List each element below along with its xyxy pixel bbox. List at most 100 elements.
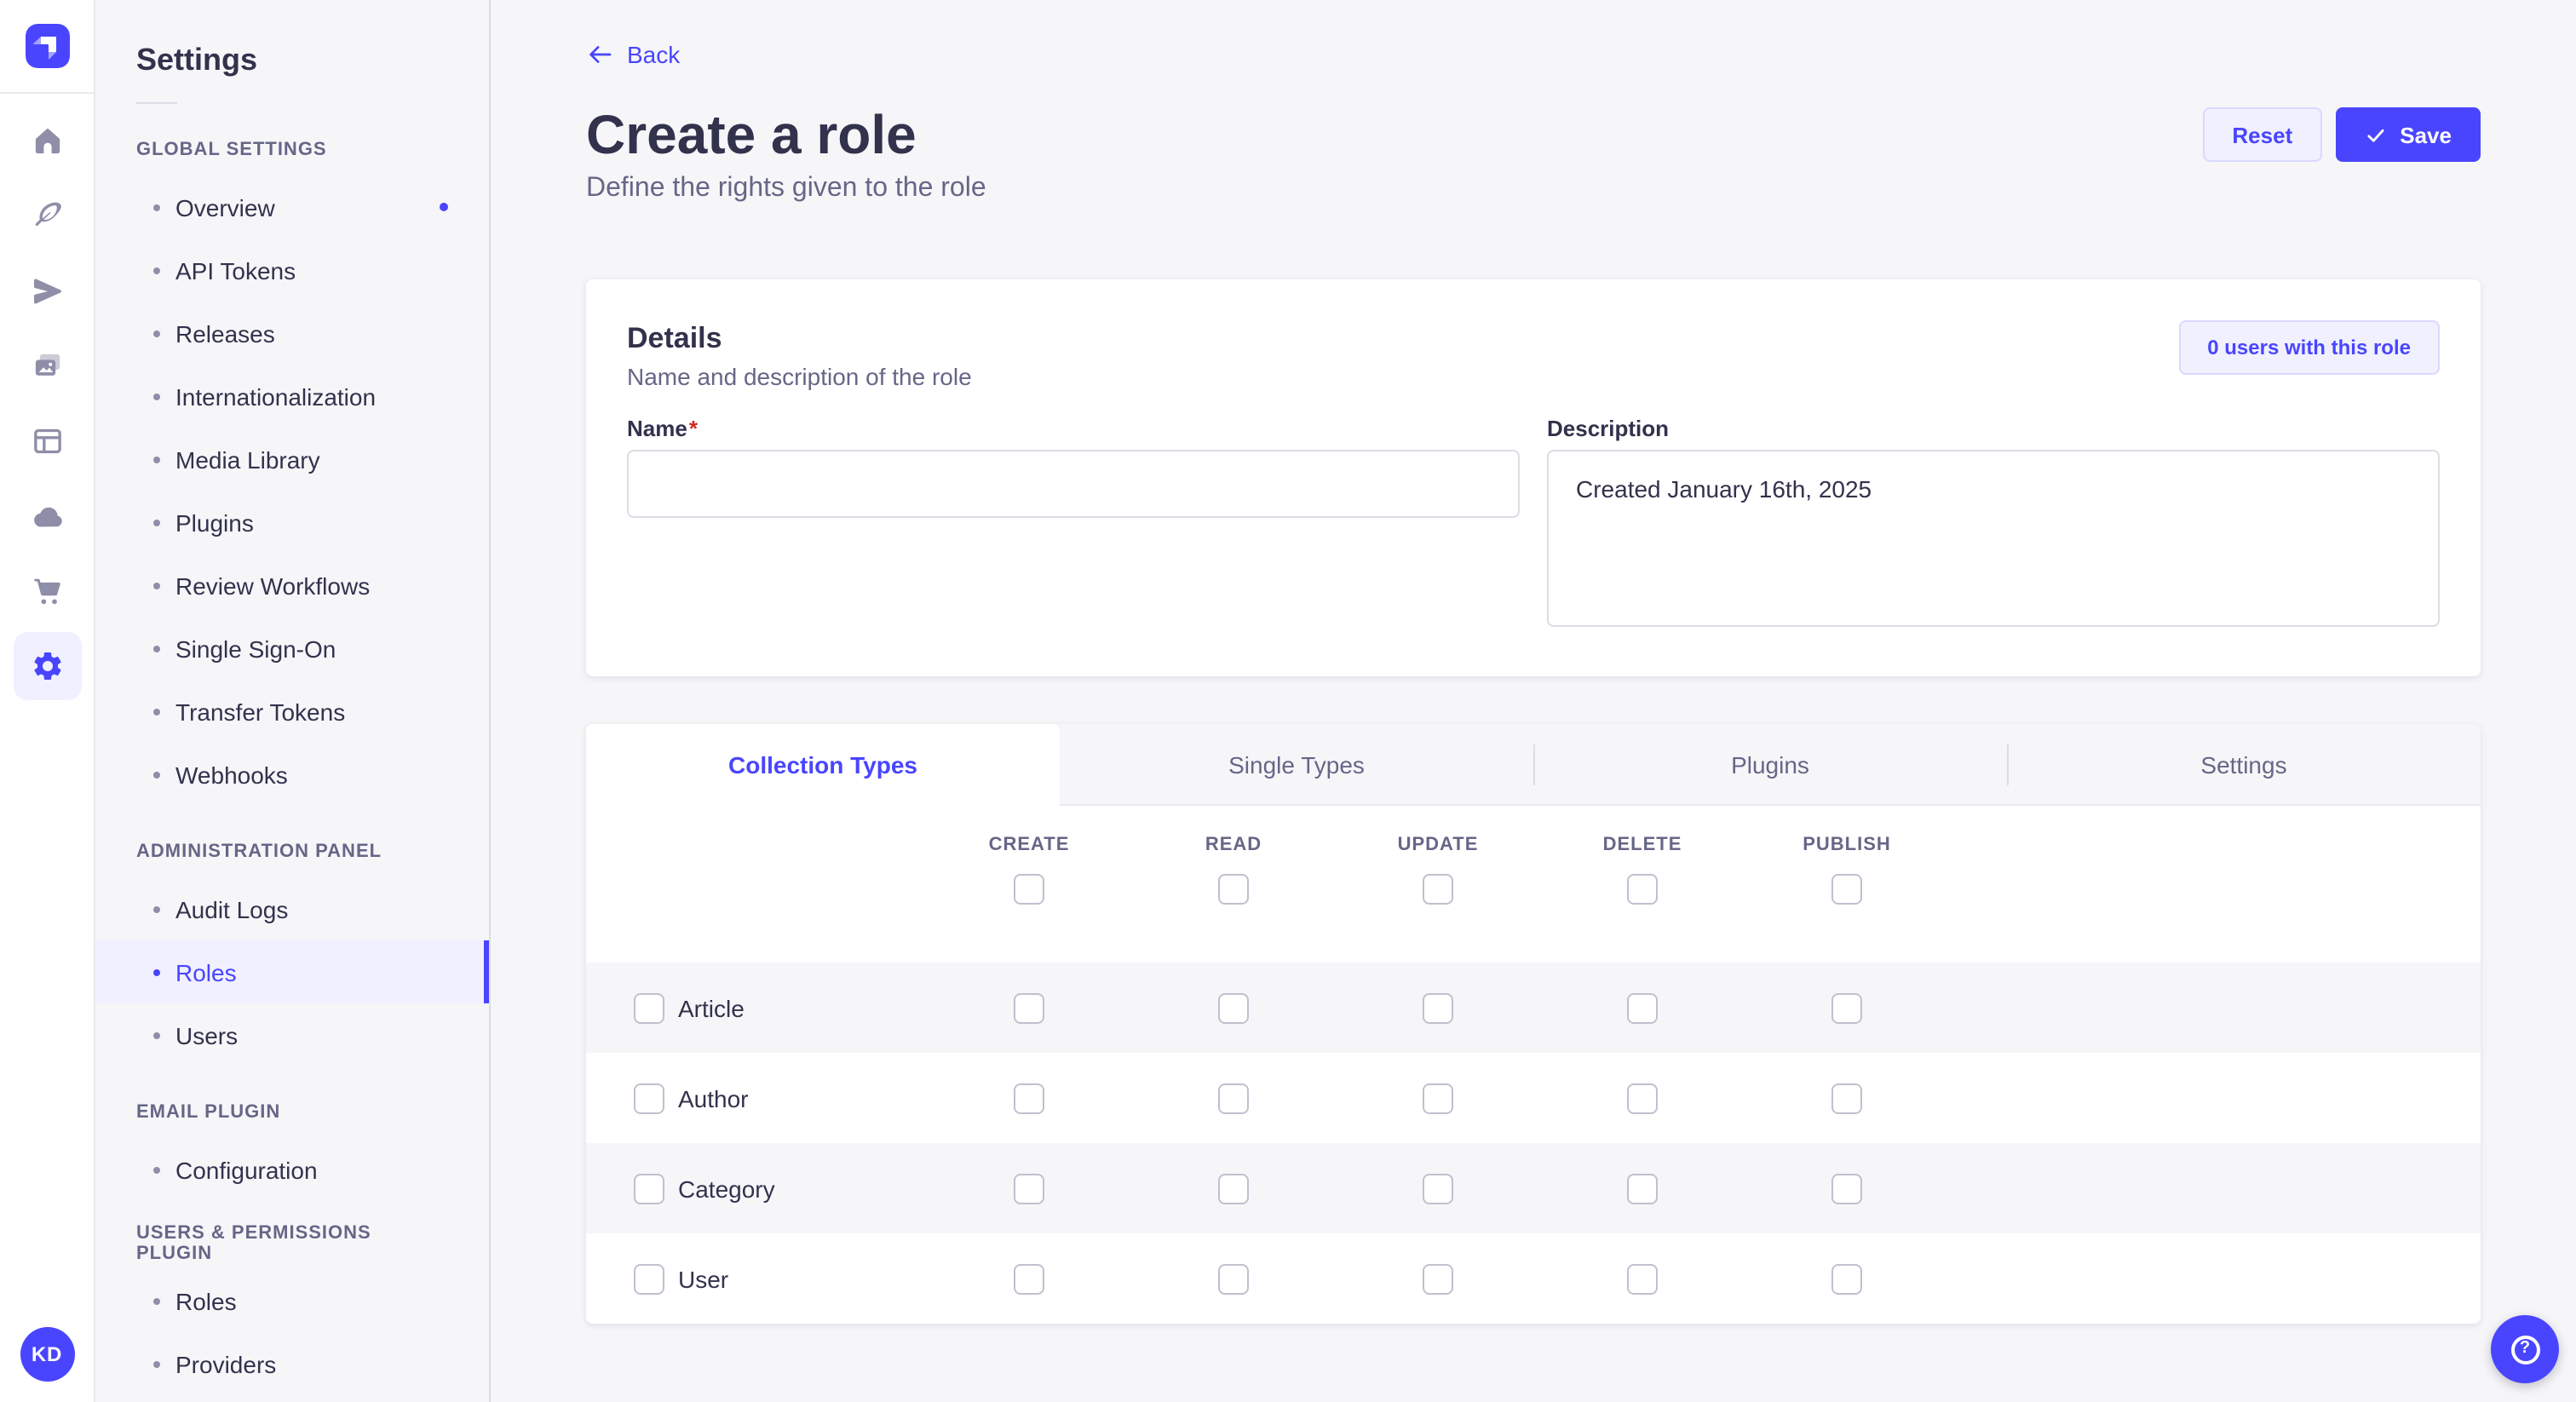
description-label: Description [1547, 416, 1670, 441]
select-all-create-checkbox[interactable] [1014, 874, 1044, 905]
permission-checkbox-delete[interactable] [1627, 1173, 1658, 1204]
section-label: USERS & PERMISSIONS PLUGIN [136, 1223, 371, 1264]
header-actions: Reset Save [2203, 107, 2481, 162]
settings-sidebar: Settings GLOBAL SETTINGS Overview API To… [95, 0, 491, 1402]
cloud-icon[interactable] [13, 482, 81, 550]
back-link[interactable]: Back [586, 41, 680, 68]
bullet-icon [153, 1297, 160, 1304]
active-indicator-bar [484, 940, 489, 1003]
tab-single-types[interactable]: Single Types [1228, 751, 1365, 779]
name-input[interactable] [627, 450, 1520, 518]
table-row-category: Category [586, 1143, 2481, 1233]
bullet-icon [153, 582, 160, 589]
permission-checkbox-delete[interactable] [1627, 1083, 1658, 1113]
table-row-article: Article [586, 962, 2481, 1053]
sidebar-item-single-sign-on[interactable]: Single Sign-On [95, 617, 489, 680]
permission-checkbox-update[interactable] [1423, 1263, 1453, 1294]
permission-checkbox-read[interactable] [1218, 1263, 1249, 1294]
reset-button[interactable]: Reset [2203, 107, 2322, 162]
bullet-icon [153, 968, 160, 975]
sidebar-item-webhooks[interactable]: Webhooks [95, 743, 489, 806]
sidebar-item-label: Roles [175, 958, 237, 985]
save-button[interactable]: Save [2335, 107, 2481, 162]
question-mark-icon: ? [2510, 1335, 2539, 1364]
permission-checkbox-delete[interactable] [1627, 992, 1658, 1023]
sidebar-item-audit-logs[interactable]: Audit Logs [95, 877, 489, 940]
bullet-icon [153, 519, 160, 526]
sidebar-section-global-settings: GLOBAL SETTINGS Overview API Tokens Rele… [95, 124, 489, 806]
select-all-publish-checkbox[interactable] [1831, 874, 1862, 905]
content-manager-feather-icon[interactable] [13, 182, 81, 250]
select-all-read-checkbox[interactable] [1218, 874, 1249, 905]
column-header-create: CREATE [988, 835, 1070, 855]
permission-checkbox-publish[interactable] [1831, 1083, 1862, 1113]
row-label: Category [678, 1175, 775, 1202]
sidebar-item-providers[interactable]: Providers [95, 1332, 489, 1395]
sidebar-title: Settings [136, 43, 258, 77]
row-select-checkbox[interactable] [634, 1263, 664, 1294]
sidebar-item-transfer-tokens[interactable]: Transfer Tokens [95, 680, 489, 743]
help-button[interactable]: ? [2491, 1315, 2559, 1383]
bullet-icon [153, 771, 160, 778]
permission-checkbox-read[interactable] [1218, 1173, 1249, 1204]
tab-settings[interactable]: Settings [2007, 724, 2481, 806]
sidebar-item-plugins[interactable]: Plugins [95, 491, 489, 554]
users-with-role-badge[interactable]: 0 users with this role [2178, 320, 2440, 375]
permission-checkbox-read[interactable] [1218, 1083, 1249, 1113]
bullet-icon [153, 1360, 160, 1367]
sidebar-item-roles-admin[interactable]: Roles [95, 940, 489, 1003]
sidebar-item-overview[interactable]: Overview [95, 175, 489, 238]
permission-checkbox-create[interactable] [1014, 1263, 1044, 1294]
tab-collection-types[interactable]: Collection Types [586, 724, 1060, 806]
deploy-paper-plane-icon[interactable] [13, 257, 81, 325]
column-header-publish: PUBLISH [1803, 835, 1891, 855]
permission-checkbox-publish[interactable] [1831, 992, 1862, 1023]
permission-checkbox-update[interactable] [1423, 1173, 1453, 1204]
select-all-update-checkbox[interactable] [1423, 874, 1453, 905]
content-type-builder-layout-icon[interactable] [13, 407, 81, 475]
row-label: Article [678, 994, 745, 1021]
table-row-author: Author [586, 1053, 2481, 1143]
bullet-icon [153, 708, 160, 715]
row-select-checkbox[interactable] [634, 1173, 664, 1204]
sidebar-item-media-library[interactable]: Media Library [95, 428, 489, 491]
permission-checkbox-create[interactable] [1014, 1083, 1044, 1113]
row-select-checkbox[interactable] [634, 992, 664, 1023]
permission-checkbox-create[interactable] [1014, 992, 1044, 1023]
bullet-icon [153, 204, 160, 210]
permission-checkbox-update[interactable] [1423, 992, 1453, 1023]
description-textarea[interactable]: Created January 16th, 2025 [1547, 450, 2440, 627]
sidebar-item-roles-up[interactable]: Roles [95, 1269, 489, 1332]
sidebar-item-users[interactable]: Users [95, 1003, 489, 1066]
home-icon[interactable] [13, 107, 81, 175]
sidebar-item-review-workflows[interactable]: Review Workflows [95, 554, 489, 617]
bullet-icon [153, 1031, 160, 1038]
sidebar-item-api-tokens[interactable]: API Tokens [95, 238, 489, 302]
media-library-pictures-icon[interactable] [13, 332, 81, 400]
settings-gear-icon[interactable] [13, 632, 81, 700]
permission-checkbox-update[interactable] [1423, 1083, 1453, 1113]
permission-checkbox-publish[interactable] [1831, 1173, 1862, 1204]
user-avatar[interactable]: KD [20, 1327, 74, 1382]
permissions-tabs: Collection Types Single Types Plugins Se… [586, 724, 2481, 806]
select-all-delete-checkbox[interactable] [1627, 874, 1658, 905]
permission-checkbox-delete[interactable] [1627, 1263, 1658, 1294]
permissions-card: Collection Types Single Types Plugins Se… [586, 724, 2481, 1324]
permission-checkbox-publish[interactable] [1831, 1263, 1862, 1294]
permission-checkbox-read[interactable] [1218, 992, 1249, 1023]
row-select-checkbox[interactable] [634, 1083, 664, 1113]
bullet-icon [153, 267, 160, 273]
marketplace-cart-icon[interactable] [13, 557, 81, 625]
sidebar-item-internationalization[interactable]: Internationalization [95, 365, 489, 428]
main-nav-rail: KD [0, 0, 95, 1402]
rail-bottom: KD [20, 1327, 74, 1402]
sidebar-item-label: API Tokens [175, 256, 296, 284]
sidebar-item-configuration[interactable]: Configuration [95, 1138, 489, 1201]
strapi-logo[interactable] [25, 24, 69, 68]
tab-plugins[interactable]: Plugins [1533, 724, 2007, 806]
description-field-group: Description Created January 16th, 2025 [1547, 416, 2440, 635]
arrow-left-icon [589, 46, 612, 63]
sidebar-item-releases[interactable]: Releases [95, 302, 489, 365]
permission-checkbox-create[interactable] [1014, 1173, 1044, 1204]
